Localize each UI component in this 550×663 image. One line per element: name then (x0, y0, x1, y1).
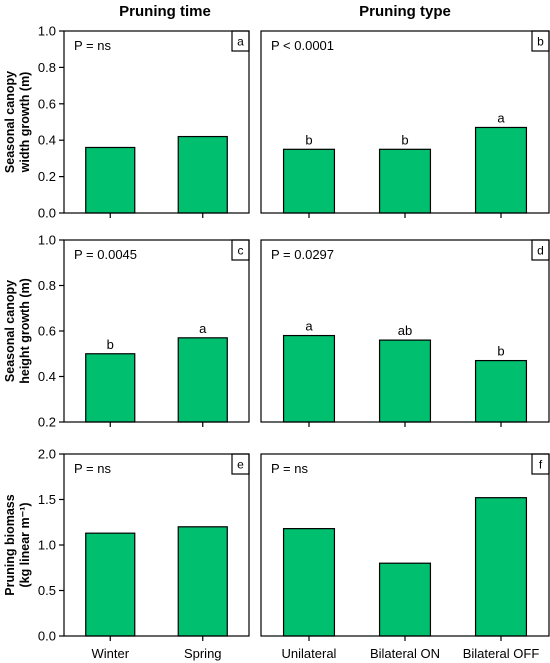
significance-letter: a (305, 319, 313, 334)
y-tick-label: 0.6 (38, 324, 56, 339)
bar-b-1 (282, 148, 336, 214)
bar-d-1 (282, 334, 336, 423)
x-tick-label: Unilateral (282, 646, 337, 661)
panel-letter-box (231, 453, 250, 475)
x-tick-label: Bilateral ON (370, 646, 440, 661)
bar-a-1 (85, 146, 136, 214)
panel-letter-box (531, 30, 550, 52)
y-tick-label: 0.4 (38, 369, 56, 384)
panel-e: Winter Spring 0.0 0.5 1.0 1.5 2.0 Pruning bioma… (3, 447, 250, 661)
bar-d-2 (378, 339, 432, 423)
bar-e-2 (177, 526, 228, 637)
panel-letter-box (231, 30, 250, 52)
panel-a: 0.0 0.2 0.4 0.6 0.8 1.0 Seasonal canopy width g… (3, 24, 250, 221)
y-tick-label: 1.5 (38, 492, 56, 507)
panel-d: a ab b P = 0.0297 d (260, 239, 550, 427)
p-value-label: P = ns (271, 461, 308, 476)
panel-letter: e (237, 458, 244, 472)
y-tick-label: 1.0 (38, 233, 56, 248)
panel-frame (63, 30, 250, 214)
column-title-pruning-time: Pruning time (119, 3, 211, 20)
y-axis-label: Pruning biomass (3, 494, 17, 595)
y-tick-label: 2.0 (38, 447, 56, 462)
x-tick-label: Winter (91, 646, 129, 661)
p-value-label: P = 0.0045 (74, 247, 137, 262)
panel-letter: a (237, 35, 244, 49)
panel-b: b b a P < 0.0001 b (260, 30, 550, 218)
bar-f-3 (474, 497, 528, 637)
bar-b-3 (474, 126, 528, 214)
column-title-pruning-type: Pruning type (359, 3, 451, 20)
y-tick-label: 0.0 (38, 206, 56, 221)
significance-letter: b (107, 337, 114, 352)
p-value-label: P = ns (74, 38, 111, 53)
bar-e-1 (85, 532, 136, 637)
y-tick-label: 1.0 (38, 24, 56, 39)
significance-letter: b (305, 132, 312, 147)
y-axis-label: height growth (m) (18, 278, 32, 384)
panel-f: Unilateral Bilateral ON Bilateral OFF P = n… (260, 453, 550, 661)
y-tick-label: 0.6 (38, 96, 56, 111)
significance-letter: a (497, 110, 505, 125)
panel-letter-box (531, 239, 550, 261)
y-axis-label: Seasonal canopy (3, 71, 17, 173)
panel-letter: f (539, 458, 543, 472)
panel-letter-box (231, 239, 250, 261)
bar-f-2 (378, 562, 432, 637)
y-tick-label: 0.0 (38, 629, 56, 644)
significance-letter: b (401, 132, 408, 147)
p-value-label: P < 0.0001 (271, 38, 334, 53)
y-axis-label: (kg linear m⁻¹) (18, 502, 32, 587)
y-tick-label: 0.8 (38, 278, 56, 293)
panel-c: b a 0.2 0.4 0.6 0.8 1.0 Seasonal canopy height g… (3, 233, 250, 430)
y-tick-label: 0.2 (38, 169, 56, 184)
y-axis-label: width growth (m) (18, 72, 32, 174)
bar-a-2 (177, 135, 228, 214)
y-axis-label: Seasonal canopy (3, 280, 17, 382)
panel-letter: d (537, 244, 544, 258)
bar-f-1 (282, 528, 336, 637)
x-tick-label: Spring (184, 646, 222, 661)
bar-c-1 (85, 353, 136, 423)
p-value-label: P = 0.0297 (271, 247, 334, 262)
y-tick-label: 1.0 (38, 538, 56, 553)
panel-frame (260, 30, 550, 214)
panel-frame (260, 453, 550, 637)
y-tick-label: 0.8 (38, 60, 56, 75)
y-tick-label: 0.5 (38, 583, 56, 598)
panel-letter: b (537, 35, 544, 49)
panel-letter-box (531, 453, 550, 475)
y-tick-label: 0.2 (38, 415, 56, 430)
panel-letter: c (238, 244, 244, 258)
significance-letter: a (199, 321, 207, 336)
significance-letter: b (497, 344, 504, 359)
significance-letter: ab (398, 323, 412, 338)
panel-frame (260, 239, 550, 423)
x-tick-label: Bilateral OFF (463, 646, 540, 661)
p-value-label: P = ns (74, 461, 111, 476)
bar-d-3 (474, 359, 528, 423)
y-tick-label: 0.4 (38, 133, 56, 148)
bar-b-2 (378, 148, 432, 214)
bar-c-2 (177, 337, 228, 423)
